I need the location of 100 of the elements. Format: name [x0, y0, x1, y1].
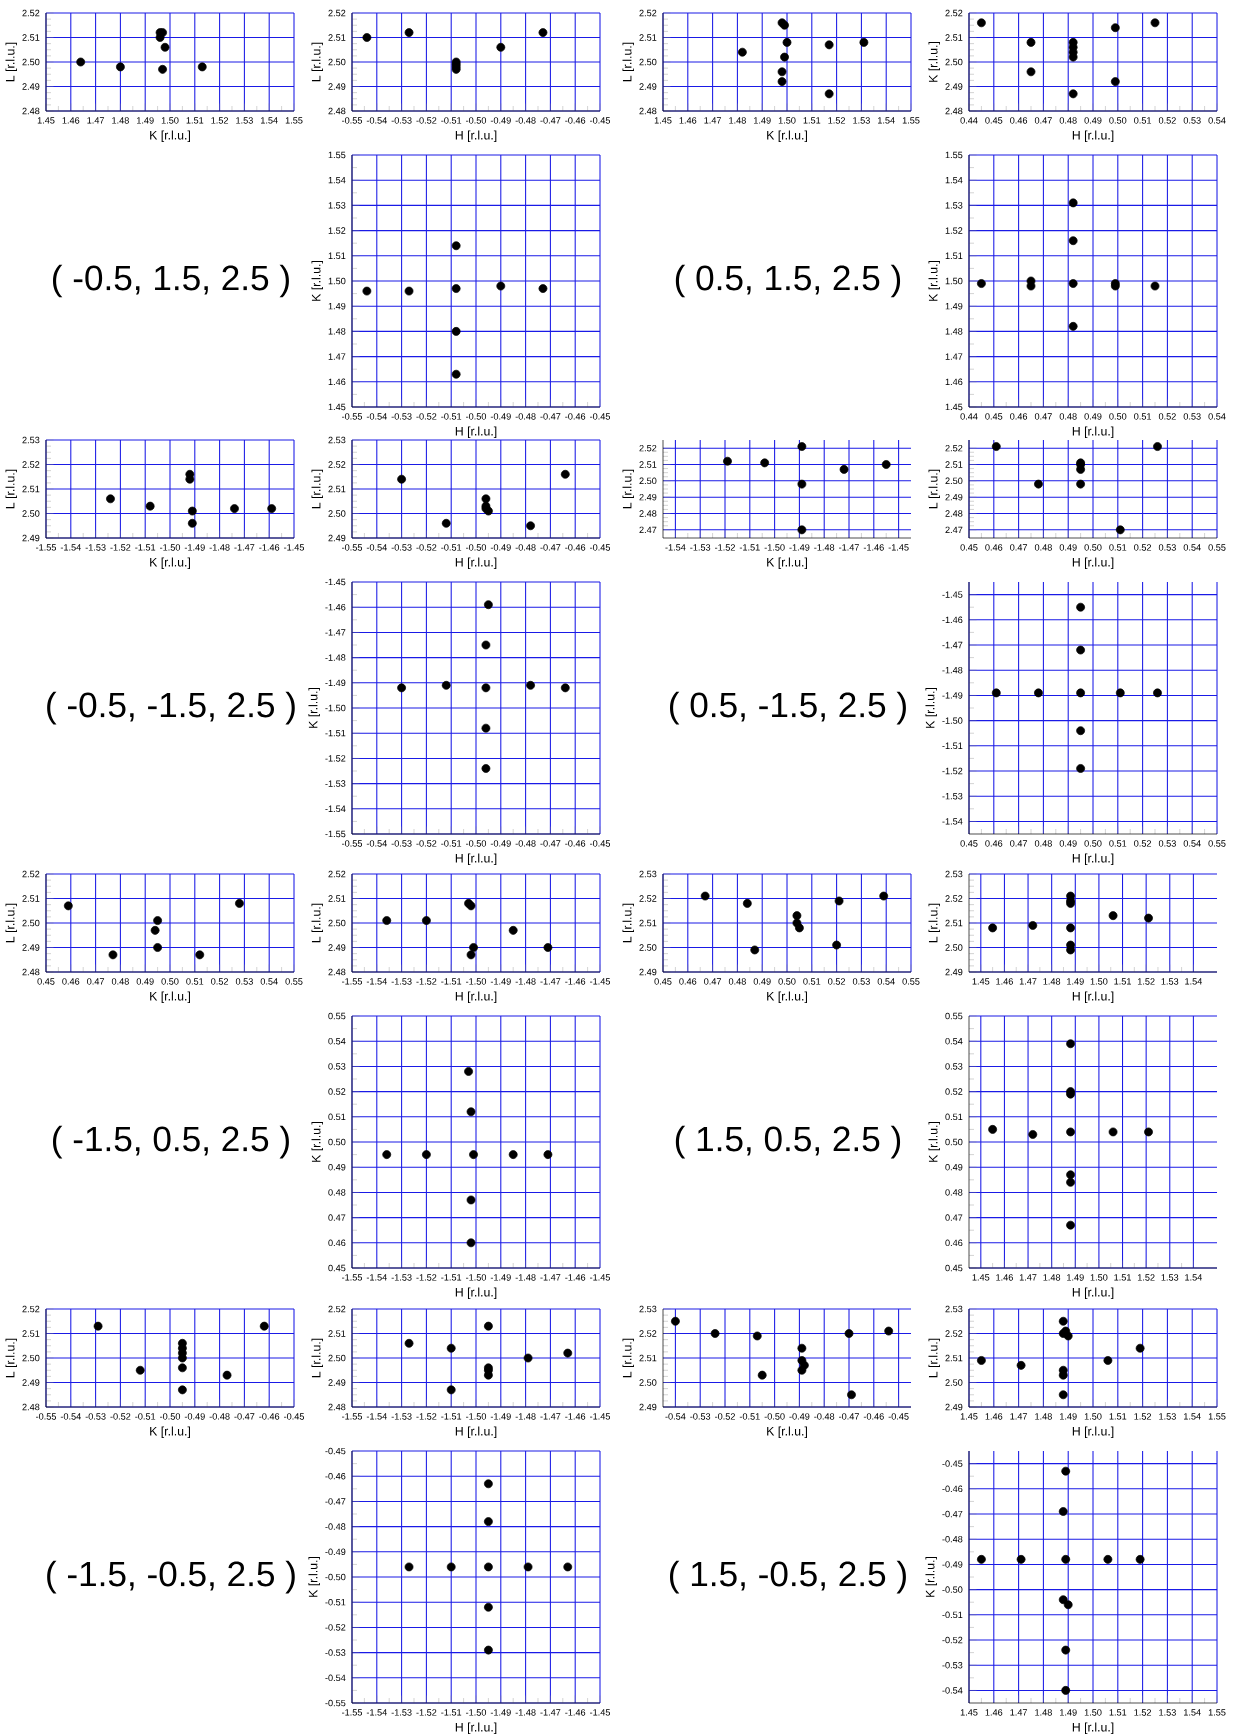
x-tick-label: 1.53 — [853, 117, 870, 124]
x-tick-label: 1.47 — [1010, 1413, 1028, 1420]
x-tick-label: -1.45 — [284, 544, 305, 551]
x-tick-label: -1.45 — [590, 1413, 611, 1420]
x-tick-label: -1.51 — [441, 1413, 462, 1420]
x-tick-label: -1.50 — [466, 1274, 487, 1281]
x-tick-label: 0.51 — [1134, 413, 1152, 420]
y-tick-label: 2.50 — [639, 944, 657, 951]
x-tick-label: 0.48 — [1059, 117, 1077, 124]
y-tick-label: 2.52 — [22, 461, 40, 468]
x-tick-label: 0.50 — [1084, 544, 1102, 551]
x-tick-label: -0.50 — [466, 840, 487, 847]
x-axis-title: H [r.l.u.] — [1072, 1722, 1114, 1734]
x-tick-label: 1.46 — [996, 978, 1013, 985]
x-tick-label: 1.45 — [37, 117, 55, 124]
x-tick-label: 1.51 — [186, 117, 204, 124]
y-axis-title: K [r.l.u.] — [311, 261, 323, 301]
x-tick-label: -0.51 — [441, 840, 462, 847]
x-tick-label: 0.46 — [62, 978, 80, 985]
y-tick-label: 1.47 — [328, 353, 346, 360]
y-tick-label: 1.48 — [945, 328, 963, 335]
x-axis-title: H [r.l.u.] — [1072, 1287, 1114, 1299]
y-tick-label: 2.51 — [639, 919, 657, 927]
y-tick-label: -0.51 — [325, 1598, 346, 1606]
x-tick-label: -0.54 — [366, 117, 387, 124]
x-axis-title: H [r.l.u.] — [455, 130, 497, 142]
x-tick-label: 0.54 — [1183, 544, 1201, 551]
x-tick-label: 0.51 — [1134, 117, 1152, 124]
x-axis-title: K [r.l.u.] — [767, 557, 807, 569]
x-tick-label: 1.53 — [1161, 1274, 1179, 1281]
x-tick-label: 1.50 — [1090, 1274, 1108, 1281]
y-tick-label: -0.52 — [942, 1636, 963, 1644]
x-tick-label: 0.44 — [960, 413, 978, 420]
x-tick-label: -1.46 — [565, 1274, 586, 1281]
y-tick-label: 2.50 — [22, 1354, 40, 1362]
y-tick-label: -1.52 — [325, 755, 346, 762]
x-tick-label: 1.51 — [1114, 978, 1131, 985]
y-tick-label: 2.52 — [639, 895, 657, 902]
text: ( -1.5, -0.5, 2.5 ) — [47, 1560, 295, 1594]
x-tick-label: 1.52 — [1134, 1413, 1152, 1420]
x-tick-label: 1.52 — [1137, 978, 1155, 985]
y-tick-label: -0.46 — [325, 1472, 346, 1480]
y-tick-label: 2.49 — [328, 1379, 346, 1386]
y-tick-label: -0.47 — [325, 1498, 346, 1505]
x-axis-title: K [r.l.u.] — [150, 557, 190, 569]
x-tick-label: -1.47 — [234, 544, 255, 551]
x-tick-label: 0.54 — [877, 978, 895, 985]
x-tick-label: -1.48 — [515, 1274, 536, 1281]
x-tick-label: -0.53 — [391, 544, 412, 551]
x-tick-label: 0.51 — [186, 978, 204, 985]
y-tick-label: -1.54 — [325, 805, 346, 812]
x-tick-label: 0.50 — [1084, 840, 1102, 847]
y-tick-label: 2.52 — [328, 461, 346, 468]
y-tick-label: -1.47 — [325, 629, 346, 636]
y-tick-label: 2.49 — [639, 493, 657, 501]
y-tick-label: 0.48 — [328, 1189, 346, 1196]
x-tick-label: -0.49 — [789, 1413, 810, 1420]
y-tick-label: 1.53 — [945, 202, 963, 209]
x-tick-label: -1.48 — [814, 544, 835, 551]
x-tick-label: -0.48 — [515, 544, 536, 551]
y-tick-label: 2.51 — [328, 485, 346, 493]
y-tick-label: 0.54 — [945, 1037, 963, 1045]
y-tick-label: -1.46 — [325, 603, 346, 611]
y-axis-title: L [r.l.u.] — [5, 1338, 17, 1378]
x-tick-label: -1.49 — [490, 1709, 511, 1716]
x-tick-label: -1.52 — [110, 544, 131, 551]
y-tick-label: -0.54 — [325, 1674, 346, 1682]
y-tick-label: 2.51 — [945, 461, 963, 468]
x-tick-label: 1.48 — [1035, 1413, 1052, 1420]
y-tick-label: -1.52 — [942, 767, 963, 775]
y-tick-label: 0.47 — [328, 1214, 346, 1221]
x-tick-label: -1.52 — [416, 1413, 437, 1420]
x-tick-label: -1.48 — [209, 544, 230, 551]
x-tick-label: -0.47 — [839, 1413, 859, 1420]
x-tick-label: -1.53 — [85, 544, 106, 551]
x-tick-label: -0.46 — [259, 1413, 280, 1420]
x-tick-label: -0.54 — [366, 544, 387, 551]
y-tick-label: 0.46 — [328, 1239, 346, 1247]
x-tick-label: 0.48 — [728, 978, 746, 985]
y-axis-title: L [r.l.u.] — [311, 469, 323, 509]
x-tick-label: -0.54 — [60, 1413, 81, 1420]
y-tick-label: 2.52 — [22, 1305, 40, 1313]
y-tick-label: 0.51 — [945, 1113, 963, 1121]
y-tick-label: 2.50 — [639, 58, 657, 66]
x-tick-label: -1.49 — [184, 544, 205, 551]
y-tick-label: 2.51 — [22, 485, 40, 493]
y-tick-label: 2.49 — [22, 1379, 40, 1386]
x-tick-label: -0.48 — [515, 840, 536, 847]
y-axis-title: L [r.l.u.] — [928, 1338, 940, 1378]
y-axis-title: L [r.l.u.] — [928, 903, 940, 943]
x-tick-label: 0.55 — [1208, 544, 1226, 551]
x-tick-label: 1.54 — [1185, 1274, 1203, 1281]
x-tick-label: -1.51 — [441, 1274, 462, 1281]
x-tick-label: 1.45 — [960, 1709, 978, 1716]
y-tick-label: 2.52 — [639, 444, 657, 452]
y-tick-label: 2.51 — [328, 1330, 346, 1337]
x-tick-label: 1.47 — [1019, 1274, 1037, 1281]
y-axis-title: L [r.l.u.] — [928, 469, 940, 509]
x-tick-label: 1.50 — [1084, 1413, 1102, 1420]
y-tick-label: 0.53 — [328, 1063, 346, 1070]
